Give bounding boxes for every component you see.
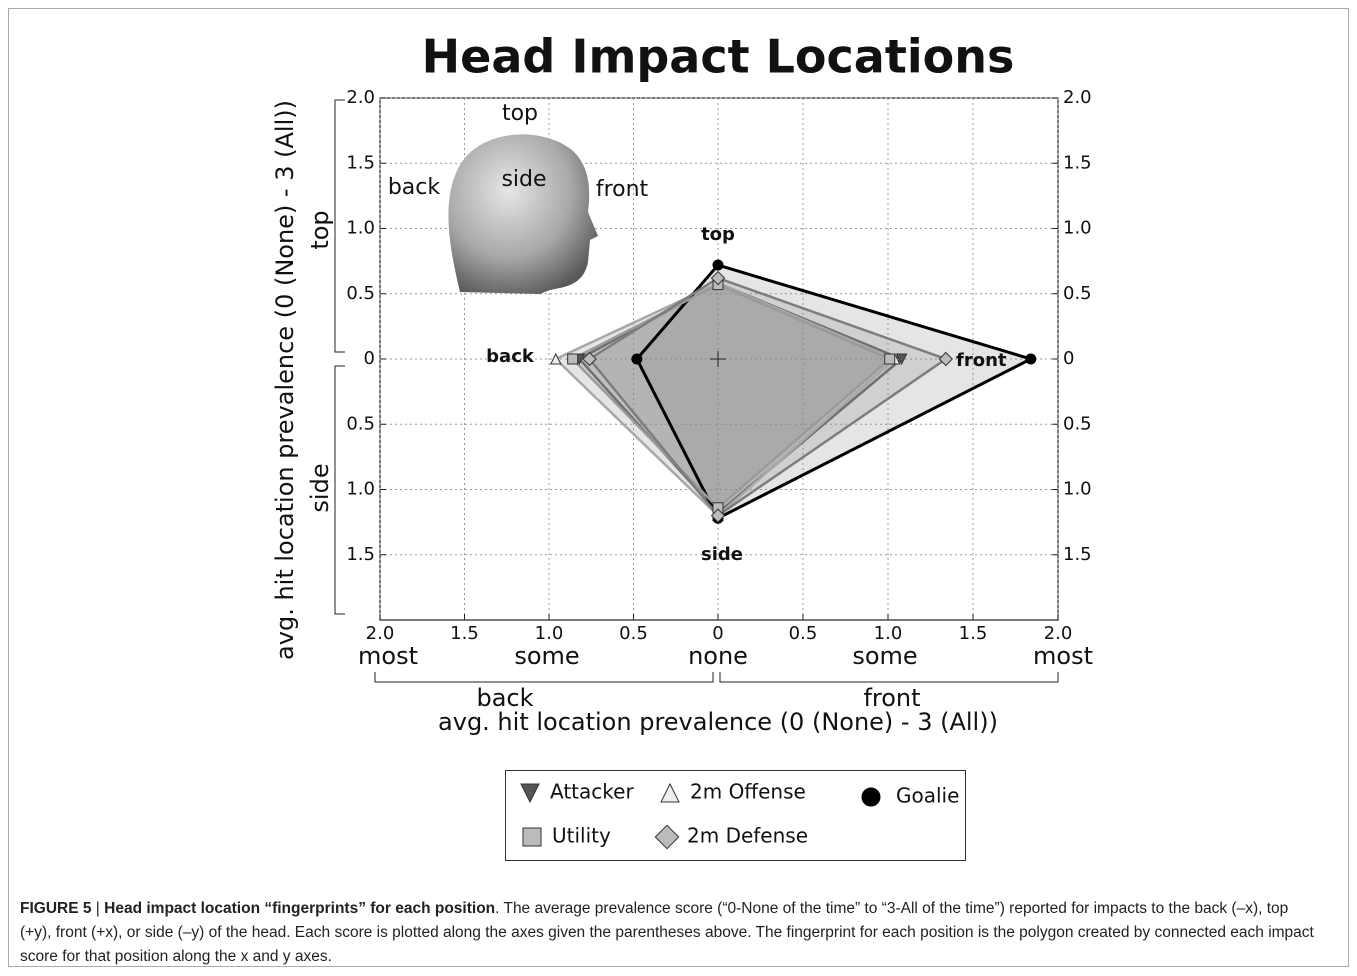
chart-title: Head Impact Locations	[422, 30, 1015, 84]
x-group-label: front	[863, 684, 920, 712]
y2-tick-label: 1.5	[1063, 544, 1092, 565]
y-tick-label: 0.5	[346, 413, 375, 434]
fingerprint-area	[636, 265, 1031, 519]
y-tick-label: 2.0	[346, 87, 375, 108]
x-group-label: back	[476, 684, 533, 712]
y2-tick-label: 0	[1063, 348, 1074, 369]
caption-separator: |	[95, 900, 100, 917]
y-brackets	[334, 99, 345, 615]
y2-tick-label: 1.0	[1063, 218, 1092, 239]
x-tick-label: 0	[712, 623, 723, 644]
marker	[549, 352, 562, 365]
x-brackets	[374, 672, 1059, 683]
y-group-label: side	[306, 463, 334, 512]
axis-category-label: top	[701, 224, 735, 245]
legend-label: Goalie	[896, 784, 959, 808]
y2-tick-label: 1.0	[1063, 479, 1092, 500]
axis-category-label: side	[701, 544, 743, 565]
x-tick-label: 1.5	[959, 623, 988, 644]
head-shape	[448, 134, 598, 294]
caption-text: . The average prevalence score (“0-None …	[20, 900, 1314, 965]
x-scale-label: most	[1033, 642, 1093, 670]
y-tick-label: 0.5	[346, 283, 375, 304]
head-label: side	[501, 167, 546, 192]
legend-label: 2m Offense	[690, 780, 806, 804]
x-scale-label: some	[514, 642, 579, 670]
x-tick-label: 2.0	[366, 623, 395, 644]
marker	[938, 351, 954, 367]
polygons	[549, 259, 1037, 524]
caption-title: Head impact location “fingerprints” for …	[104, 900, 496, 917]
axis-category-label: back	[486, 346, 535, 367]
origin-cross	[710, 351, 726, 367]
head-label: front	[596, 177, 649, 202]
y-group-label: top	[306, 210, 334, 249]
fingerprint-area	[579, 283, 902, 513]
marker	[567, 353, 579, 365]
y-tick-label: 0	[364, 348, 375, 369]
x-axis-label: avg. hit location prevalence (0 (None) -…	[438, 708, 998, 736]
legend-label: 2m Defense	[687, 824, 808, 848]
y-tick-label: 1.5	[346, 544, 375, 565]
legend-box	[505, 770, 966, 861]
y2-tick-label: 1.5	[1063, 152, 1092, 173]
x-tick-label: 1.5	[450, 623, 479, 644]
legend-marker	[660, 782, 680, 803]
y-tick-label: 1.5	[346, 152, 375, 173]
marker	[582, 351, 597, 367]
y-tick-label: 1.0	[346, 218, 375, 239]
caption-label: FIGURE 5	[20, 900, 92, 917]
figure-border	[8, 8, 1349, 967]
x-tick-label: 0.5	[789, 623, 818, 644]
legend: Attacker 2m Offense Goalie Utility 2m Defens…	[520, 780, 959, 850]
legend-marker	[520, 783, 540, 804]
legend-label: Attacker	[550, 780, 634, 804]
x-scale-label: none	[688, 642, 748, 670]
legend-marker	[522, 827, 542, 847]
marker	[895, 353, 908, 366]
head-label: back	[388, 175, 441, 200]
y2-tick-label: 2.0	[1063, 87, 1092, 108]
x-scale-label: most	[358, 642, 418, 670]
x-tick-label: 1.0	[535, 623, 564, 644]
marker	[884, 353, 896, 365]
marker	[1025, 353, 1037, 365]
axis-category-label: front	[956, 350, 1007, 371]
y-tick-label: 1.0	[346, 479, 375, 500]
head-label: top	[502, 101, 538, 126]
head-illustration	[448, 134, 598, 294]
x-tick-label: 2.0	[1044, 623, 1073, 644]
y2-tick-label: 0.5	[1063, 283, 1092, 304]
legend-marker	[861, 787, 881, 807]
x-scale-label: some	[852, 642, 917, 670]
marker	[710, 270, 726, 286]
marker	[631, 353, 643, 365]
y2-tick-label: 0.5	[1063, 413, 1092, 434]
legend-label: Utility	[552, 824, 611, 848]
y-axis-label: avg. hit location prevalence (0 (None) -…	[271, 100, 299, 660]
figure-caption: FIGURE 5 | Head impact location “fingerp…	[20, 897, 1320, 969]
x-tick-label: 0.5	[619, 623, 648, 644]
fingerprint-area	[589, 278, 946, 516]
legend-marker	[654, 824, 680, 850]
x-tick-label: 1.0	[874, 623, 903, 644]
marker	[712, 259, 724, 271]
marker	[710, 508, 726, 523]
fingerprint-area	[555, 283, 895, 516]
